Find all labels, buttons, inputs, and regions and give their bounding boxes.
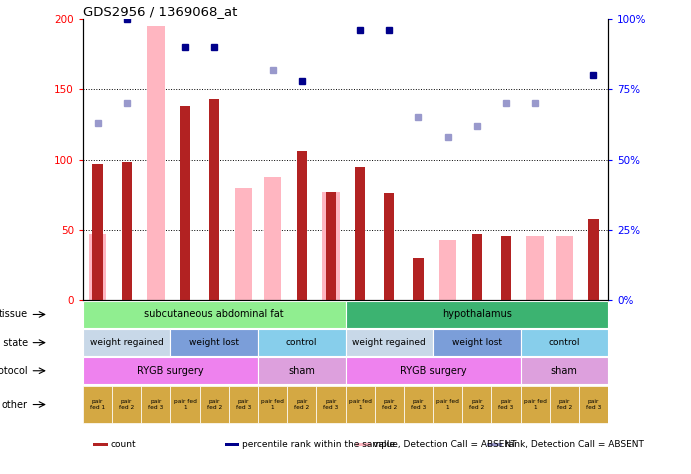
Bar bbox=[462, 386, 491, 423]
Bar bbox=[355, 167, 365, 301]
Text: protocol: protocol bbox=[0, 366, 28, 376]
Bar bbox=[296, 151, 307, 301]
Text: disease state: disease state bbox=[0, 337, 28, 347]
Bar bbox=[501, 236, 511, 301]
Bar bbox=[322, 192, 340, 301]
Bar bbox=[112, 386, 141, 423]
Text: pair fed
1: pair fed 1 bbox=[173, 399, 196, 410]
Text: control: control bbox=[549, 338, 580, 347]
Bar bbox=[550, 386, 579, 423]
Bar bbox=[491, 386, 520, 423]
Text: pair fed
1: pair fed 1 bbox=[349, 399, 372, 410]
Bar bbox=[147, 26, 164, 301]
Bar bbox=[404, 386, 433, 423]
Bar bbox=[88, 234, 106, 301]
Bar bbox=[93, 164, 102, 301]
Bar bbox=[356, 443, 370, 446]
Bar bbox=[83, 329, 171, 356]
Text: weight regained: weight regained bbox=[352, 338, 426, 347]
Bar bbox=[487, 443, 502, 446]
Text: RYGB surgery: RYGB surgery bbox=[399, 366, 466, 376]
Text: pair
fed 2: pair fed 2 bbox=[381, 399, 397, 410]
Bar bbox=[258, 357, 346, 384]
Bar bbox=[520, 357, 608, 384]
Bar bbox=[171, 386, 200, 423]
Text: pair
fed 2: pair fed 2 bbox=[119, 399, 134, 410]
Text: pair
fed 3: pair fed 3 bbox=[586, 399, 601, 410]
Bar bbox=[264, 177, 281, 301]
Bar bbox=[556, 236, 573, 301]
Bar bbox=[326, 192, 336, 301]
Text: sham: sham bbox=[551, 366, 578, 376]
Text: pair fed
1: pair fed 1 bbox=[436, 399, 459, 410]
Bar bbox=[209, 99, 219, 301]
Text: subcutaneous abdominal fat: subcutaneous abdominal fat bbox=[144, 310, 284, 319]
Text: weight regained: weight regained bbox=[90, 338, 164, 347]
Bar bbox=[83, 386, 112, 423]
Text: pair
fed 3: pair fed 3 bbox=[236, 399, 251, 410]
Bar bbox=[433, 329, 520, 356]
Text: rank, Detection Call = ABSENT: rank, Detection Call = ABSENT bbox=[504, 440, 643, 449]
Text: hypothalamus: hypothalamus bbox=[442, 310, 512, 319]
Text: pair
fed 3: pair fed 3 bbox=[323, 399, 339, 410]
Text: pair
fed 2: pair fed 2 bbox=[207, 399, 222, 410]
Bar bbox=[384, 193, 395, 301]
Bar bbox=[258, 386, 287, 423]
Text: percentile rank within the sample: percentile rank within the sample bbox=[242, 440, 395, 449]
Text: weight lost: weight lost bbox=[452, 338, 502, 347]
Bar bbox=[520, 329, 608, 356]
Text: pair
fed 2: pair fed 2 bbox=[294, 399, 310, 410]
Text: pair fed
1: pair fed 1 bbox=[524, 399, 547, 410]
Bar bbox=[346, 329, 433, 356]
Text: other: other bbox=[2, 400, 28, 410]
Text: sham: sham bbox=[288, 366, 315, 376]
Bar bbox=[200, 386, 229, 423]
Bar bbox=[225, 443, 239, 446]
Bar bbox=[588, 219, 598, 301]
Text: control: control bbox=[286, 338, 317, 347]
Bar bbox=[258, 329, 346, 356]
Text: count: count bbox=[111, 440, 136, 449]
Bar bbox=[433, 386, 462, 423]
Bar bbox=[472, 234, 482, 301]
Bar bbox=[413, 258, 424, 301]
Text: value, Detection Call = ABSENT: value, Detection Call = ABSENT bbox=[373, 440, 517, 449]
Bar bbox=[439, 240, 456, 301]
Bar bbox=[180, 106, 190, 301]
Text: pair
fed 3: pair fed 3 bbox=[149, 399, 164, 410]
Text: pair
fed 3: pair fed 3 bbox=[411, 399, 426, 410]
Bar bbox=[122, 163, 132, 301]
Bar bbox=[83, 357, 258, 384]
Bar bbox=[346, 357, 520, 384]
Text: pair
fed 3: pair fed 3 bbox=[498, 399, 513, 410]
Bar bbox=[520, 386, 550, 423]
Bar bbox=[316, 386, 346, 423]
Bar bbox=[93, 443, 108, 446]
Bar bbox=[171, 329, 258, 356]
Text: weight lost: weight lost bbox=[189, 338, 239, 347]
Text: RYGB surgery: RYGB surgery bbox=[137, 366, 204, 376]
Bar bbox=[527, 236, 544, 301]
Bar bbox=[346, 301, 608, 328]
Bar bbox=[579, 386, 608, 423]
Bar bbox=[375, 386, 404, 423]
Text: pair
fed 1: pair fed 1 bbox=[90, 399, 105, 410]
Bar bbox=[287, 386, 316, 423]
Text: pair
fed 2: pair fed 2 bbox=[557, 399, 572, 410]
Text: pair fed
1: pair fed 1 bbox=[261, 399, 284, 410]
Bar bbox=[229, 386, 258, 423]
Text: GDS2956 / 1369068_at: GDS2956 / 1369068_at bbox=[83, 5, 237, 18]
Bar bbox=[141, 386, 171, 423]
Bar bbox=[83, 301, 346, 328]
Bar bbox=[235, 188, 252, 301]
Bar bbox=[346, 386, 375, 423]
Text: pair
fed 2: pair fed 2 bbox=[469, 399, 484, 410]
Text: tissue: tissue bbox=[0, 310, 28, 319]
